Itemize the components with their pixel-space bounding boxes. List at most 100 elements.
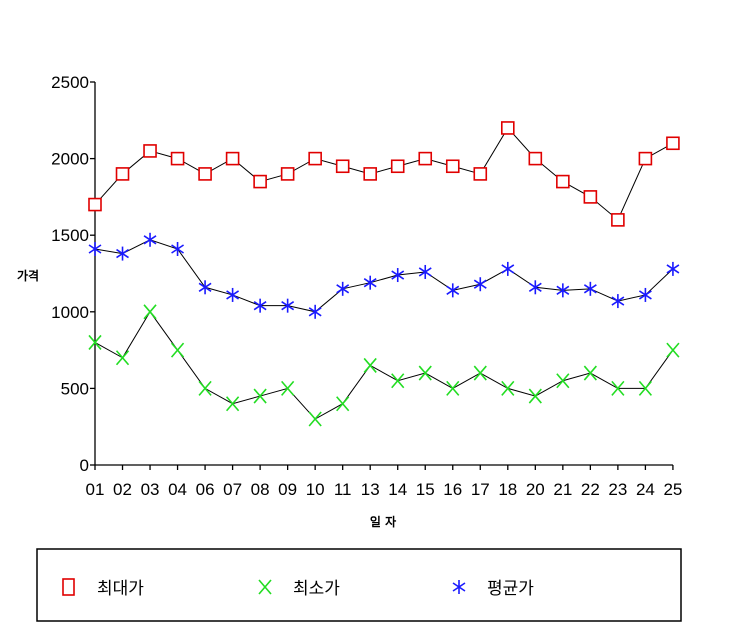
series-1-point [225, 151, 240, 166]
series-line-1 [94, 127, 674, 221]
series-3-point [363, 275, 377, 290]
series-3-point [116, 246, 129, 261]
square-marker [253, 174, 267, 189]
square-marker [335, 159, 350, 174]
y-tick-label: 2000 [51, 150, 89, 169]
x-marker-stroke [446, 380, 460, 396]
x-marker-stroke [198, 380, 212, 396]
square-marker [666, 136, 680, 151]
asterisk-marker-stroke [418, 267, 432, 277]
series-2-point [308, 411, 322, 427]
asterisk-marker-stroke [666, 264, 680, 274]
asterisk-marker-stroke [611, 296, 625, 306]
y-tick-label: 2500 [51, 73, 89, 92]
x-marker-stroke [501, 380, 515, 396]
square-marker [638, 151, 653, 166]
x-marker-stroke [528, 388, 542, 404]
x-tick-label: 17 [471, 480, 490, 499]
asterisk-marker-stroke [308, 307, 322, 317]
asterisk-marker-stroke [226, 290, 240, 300]
y-tick-label: 1000 [51, 303, 89, 322]
series-2-point [528, 388, 542, 404]
asterisk-marker-stroke [143, 235, 157, 245]
asterisk-marker-stroke [116, 248, 129, 259]
series-1-point [88, 197, 102, 212]
legend: 최대가 최소가 평균가 [36, 548, 682, 622]
x-marker-stroke [363, 357, 377, 373]
asterisk-marker-stroke [253, 301, 267, 311]
series-3-point [556, 283, 570, 298]
series-3-point [418, 264, 432, 279]
square-marker [611, 213, 625, 227]
series-2-point [170, 342, 185, 358]
series-2-point [501, 380, 515, 396]
series-2-point [391, 373, 405, 389]
square-marker [445, 159, 460, 174]
plot-area [88, 121, 680, 427]
square-marker [473, 167, 488, 181]
legend-marker [452, 580, 466, 594]
series-3-point [308, 304, 322, 319]
x-axis-title: 일 자 [370, 514, 396, 529]
x-marker-stroke [115, 350, 130, 366]
series-2-point [418, 365, 432, 381]
x-tick-label: 08 [251, 480, 270, 499]
legend-marker [258, 579, 272, 595]
series-line-3 [94, 239, 674, 313]
legend-square-marker [62, 578, 75, 596]
series-3-point [336, 281, 350, 296]
series-1-point [528, 151, 543, 166]
asterisk-marker-stroke [171, 244, 185, 254]
series-1-point [666, 136, 680, 151]
x-tick-label: 25 [663, 480, 682, 499]
asterisk-marker-stroke [336, 284, 350, 294]
y-tick-label: 0 [80, 456, 89, 475]
series-3-point [666, 261, 680, 276]
asterisk-marker-stroke [446, 285, 460, 296]
x-marker-stroke [556, 373, 570, 389]
series-2-point [336, 396, 350, 412]
y-tick-label: 1500 [51, 226, 89, 245]
x-marker-stroke [88, 334, 102, 350]
series-3-point [611, 294, 625, 309]
x-tick-label: 10 [306, 480, 325, 499]
x-tick-label: 15 [416, 480, 435, 499]
square-marker [115, 167, 130, 181]
series-3-point [583, 281, 597, 296]
series-2-point [225, 396, 240, 412]
legend-item: 최대가 [62, 578, 144, 599]
x-tick-label: 07 [223, 480, 242, 499]
x-tick-label: 11 [334, 480, 352, 499]
x-tick-label: 24 [636, 480, 655, 499]
square-marker [528, 151, 543, 166]
x-tick-label: 21 [553, 480, 572, 499]
series-3-point [88, 241, 102, 256]
asterisk-marker-stroke [501, 264, 515, 274]
series-3-point [171, 241, 185, 256]
series-2-point [363, 357, 377, 373]
series-3-point [226, 287, 240, 302]
series-1-point [583, 190, 598, 204]
x-marker-stroke [666, 342, 680, 358]
x-marker-stroke [391, 373, 405, 389]
x-tick-label: 13 [361, 480, 380, 499]
legend-label: 평균가 [487, 579, 534, 599]
legend-label: 최소가 [293, 579, 340, 599]
series-1-point [363, 167, 378, 181]
series-1-point [445, 159, 460, 174]
x-marker-stroke [170, 342, 185, 358]
series-3-point [528, 280, 542, 295]
series-2-point [473, 365, 487, 381]
asterisk-marker-stroke [363, 278, 377, 288]
x-marker-stroke [225, 396, 240, 412]
x-marker-stroke [253, 388, 267, 404]
x-marker-stroke [611, 380, 625, 396]
series-2-point [281, 380, 295, 396]
asterisk-marker-stroke [556, 285, 570, 296]
series-3-point [446, 283, 460, 298]
legend-item: 평균가 [452, 579, 534, 599]
x-marker-stroke [473, 365, 487, 381]
series-1-point [280, 167, 295, 181]
series-2-point [611, 380, 625, 396]
square-marker [143, 144, 157, 158]
